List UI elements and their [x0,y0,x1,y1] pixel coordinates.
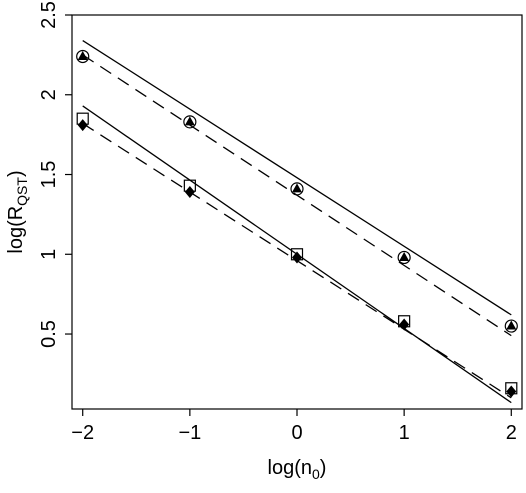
plot-frame [71,14,523,410]
x-axis-label: log(n0) [268,457,327,482]
triangle-point [292,183,302,193]
diamond-point [292,251,302,264]
triangle-point [399,251,410,261]
circle-point [76,49,90,64]
diamond-point [506,385,517,398]
diamond-point [77,119,88,132]
x-tick-label: −2 [71,422,94,444]
x-tick-label: 1 [399,422,410,444]
circle-point [290,182,304,196]
triangle-point [506,320,517,330]
diamond-point [399,318,410,331]
triangle-point [184,116,195,126]
x-tick-label: 2 [506,422,517,444]
y-tick-label: 2 [38,89,60,100]
y-tick-label: 2.5 [38,1,60,29]
data-markers [76,49,518,398]
triangle-point [77,50,88,60]
y-axis-label: log(RQST) [5,170,30,253]
circle-point [183,115,197,129]
y-tick-label: 1 [38,249,60,260]
circle-point [397,250,411,265]
solid-fit-line-1 [82,39,512,316]
axis-ticks: −2 −1 0 1 2 0.5 1 1.5 2 2.5 [38,1,517,444]
x-tick-label: 0 [291,422,302,444]
diamond-point [184,186,195,199]
y-tick-label: 1.5 [38,161,60,189]
fit-lines [82,39,512,404]
x-tick-label: −1 [178,422,201,444]
y-tick-label: 0.5 [38,320,60,348]
circle-point [504,319,518,333]
